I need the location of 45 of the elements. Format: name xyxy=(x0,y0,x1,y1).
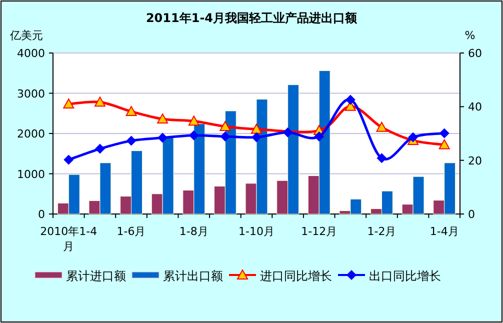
title: 2011年1-4月我国轻工业产品进出口额 xyxy=(146,11,358,25)
legend-label: 累计出口额 xyxy=(163,269,223,283)
point xyxy=(188,116,200,126)
point xyxy=(439,128,450,138)
point xyxy=(282,127,293,138)
y-tick-label: 3000 xyxy=(17,87,45,100)
y-tick-label: 1000 xyxy=(17,168,45,181)
x-tick-label: 2010年1-4月 xyxy=(40,225,98,253)
y-tick-label: 4000 xyxy=(17,47,45,60)
point xyxy=(126,106,137,116)
x-tick-label: 1-8月 xyxy=(179,225,208,238)
point xyxy=(63,98,74,108)
y-tick-label: 2000 xyxy=(17,128,45,140)
x-tick-label: 1-10月 xyxy=(238,225,274,238)
point xyxy=(94,96,106,107)
legend-label: 出口同比增长 xyxy=(369,269,441,283)
legend-label: 进口同比增长 xyxy=(260,269,332,283)
x-tick-label: 1-6月 xyxy=(116,225,146,238)
x-tick-label: 1-2月 xyxy=(367,225,396,238)
point xyxy=(94,144,105,154)
point xyxy=(126,136,136,146)
point xyxy=(251,124,262,134)
x-tick-label: 1-12月 xyxy=(301,225,338,238)
point xyxy=(64,154,74,165)
point xyxy=(314,131,324,142)
y2-tick-label: 40 xyxy=(468,100,482,114)
legend-label: 累计进口额 xyxy=(66,269,126,283)
point xyxy=(188,130,199,140)
point xyxy=(438,139,450,150)
y-tick-label: 0 xyxy=(38,208,45,221)
y2-tick-label: 60 xyxy=(468,47,482,60)
point xyxy=(220,131,230,142)
point xyxy=(376,153,387,164)
y2label: % xyxy=(464,29,476,42)
ylabel: 亿美元 xyxy=(10,29,43,42)
point xyxy=(252,132,262,142)
point xyxy=(157,114,168,124)
point xyxy=(345,94,356,105)
point xyxy=(220,121,231,132)
point xyxy=(408,132,418,142)
point xyxy=(158,132,168,143)
y2-tick-label: 0 xyxy=(468,208,475,221)
y2-tick-label: 20 xyxy=(468,154,482,168)
x-tick-label: 1-4月 xyxy=(430,225,459,238)
point xyxy=(376,122,388,132)
